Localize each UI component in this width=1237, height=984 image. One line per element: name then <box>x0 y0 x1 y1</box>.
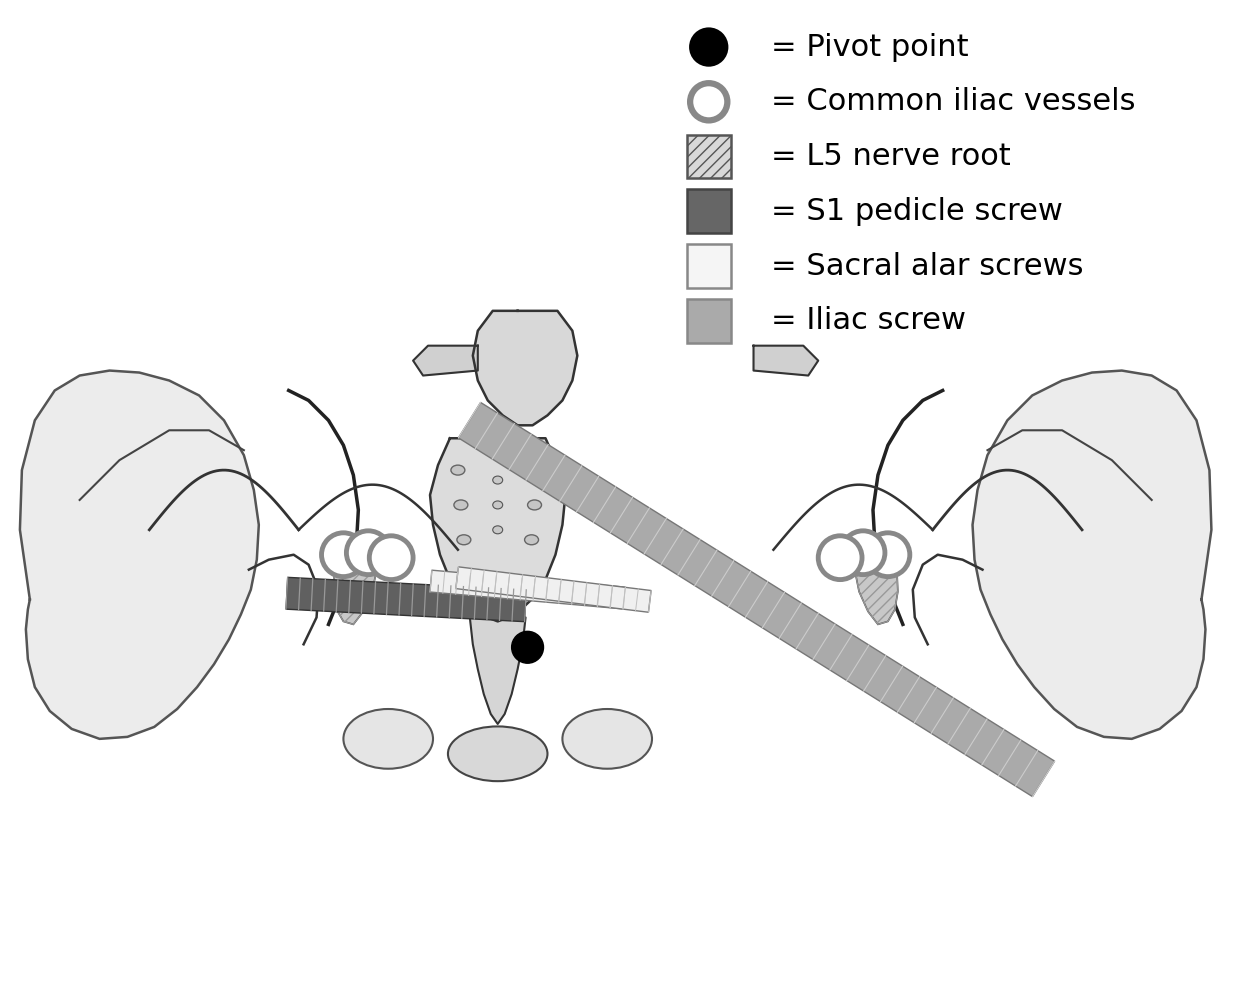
Polygon shape <box>430 438 565 622</box>
Ellipse shape <box>456 534 471 545</box>
Circle shape <box>512 632 543 663</box>
FancyBboxPatch shape <box>687 299 731 342</box>
Polygon shape <box>470 617 526 724</box>
Text: = S1 pedicle screw: = S1 pedicle screw <box>772 197 1064 225</box>
Polygon shape <box>413 345 477 376</box>
Polygon shape <box>455 567 651 612</box>
Ellipse shape <box>454 500 468 510</box>
Polygon shape <box>20 371 259 739</box>
Polygon shape <box>334 540 376 625</box>
Circle shape <box>322 532 365 577</box>
Circle shape <box>346 530 390 575</box>
Polygon shape <box>459 402 1055 797</box>
Ellipse shape <box>527 500 542 510</box>
Ellipse shape <box>492 501 502 509</box>
Circle shape <box>818 536 862 580</box>
Circle shape <box>690 84 727 120</box>
Text: = Iliac screw: = Iliac screw <box>772 306 966 336</box>
Polygon shape <box>972 371 1211 739</box>
Polygon shape <box>430 570 625 609</box>
Text: = Sacral alar screws: = Sacral alar screws <box>772 252 1084 280</box>
Ellipse shape <box>531 465 544 475</box>
Polygon shape <box>753 345 818 376</box>
Text: = Pivot point: = Pivot point <box>772 32 969 62</box>
FancyBboxPatch shape <box>687 135 731 178</box>
Ellipse shape <box>563 709 652 769</box>
Ellipse shape <box>344 709 433 769</box>
Polygon shape <box>855 540 898 625</box>
Ellipse shape <box>448 726 548 781</box>
Ellipse shape <box>452 465 465 475</box>
Circle shape <box>370 536 413 580</box>
Circle shape <box>690 29 727 66</box>
Ellipse shape <box>492 476 502 484</box>
Circle shape <box>866 532 909 577</box>
FancyBboxPatch shape <box>687 244 731 288</box>
Ellipse shape <box>492 525 502 533</box>
Polygon shape <box>473 311 578 425</box>
Text: = Common iliac vessels: = Common iliac vessels <box>772 88 1136 116</box>
Circle shape <box>841 530 884 575</box>
FancyBboxPatch shape <box>687 189 731 233</box>
Ellipse shape <box>492 452 502 460</box>
Text: = L5 nerve root: = L5 nerve root <box>772 142 1011 171</box>
Polygon shape <box>286 578 526 622</box>
Ellipse shape <box>524 534 538 545</box>
